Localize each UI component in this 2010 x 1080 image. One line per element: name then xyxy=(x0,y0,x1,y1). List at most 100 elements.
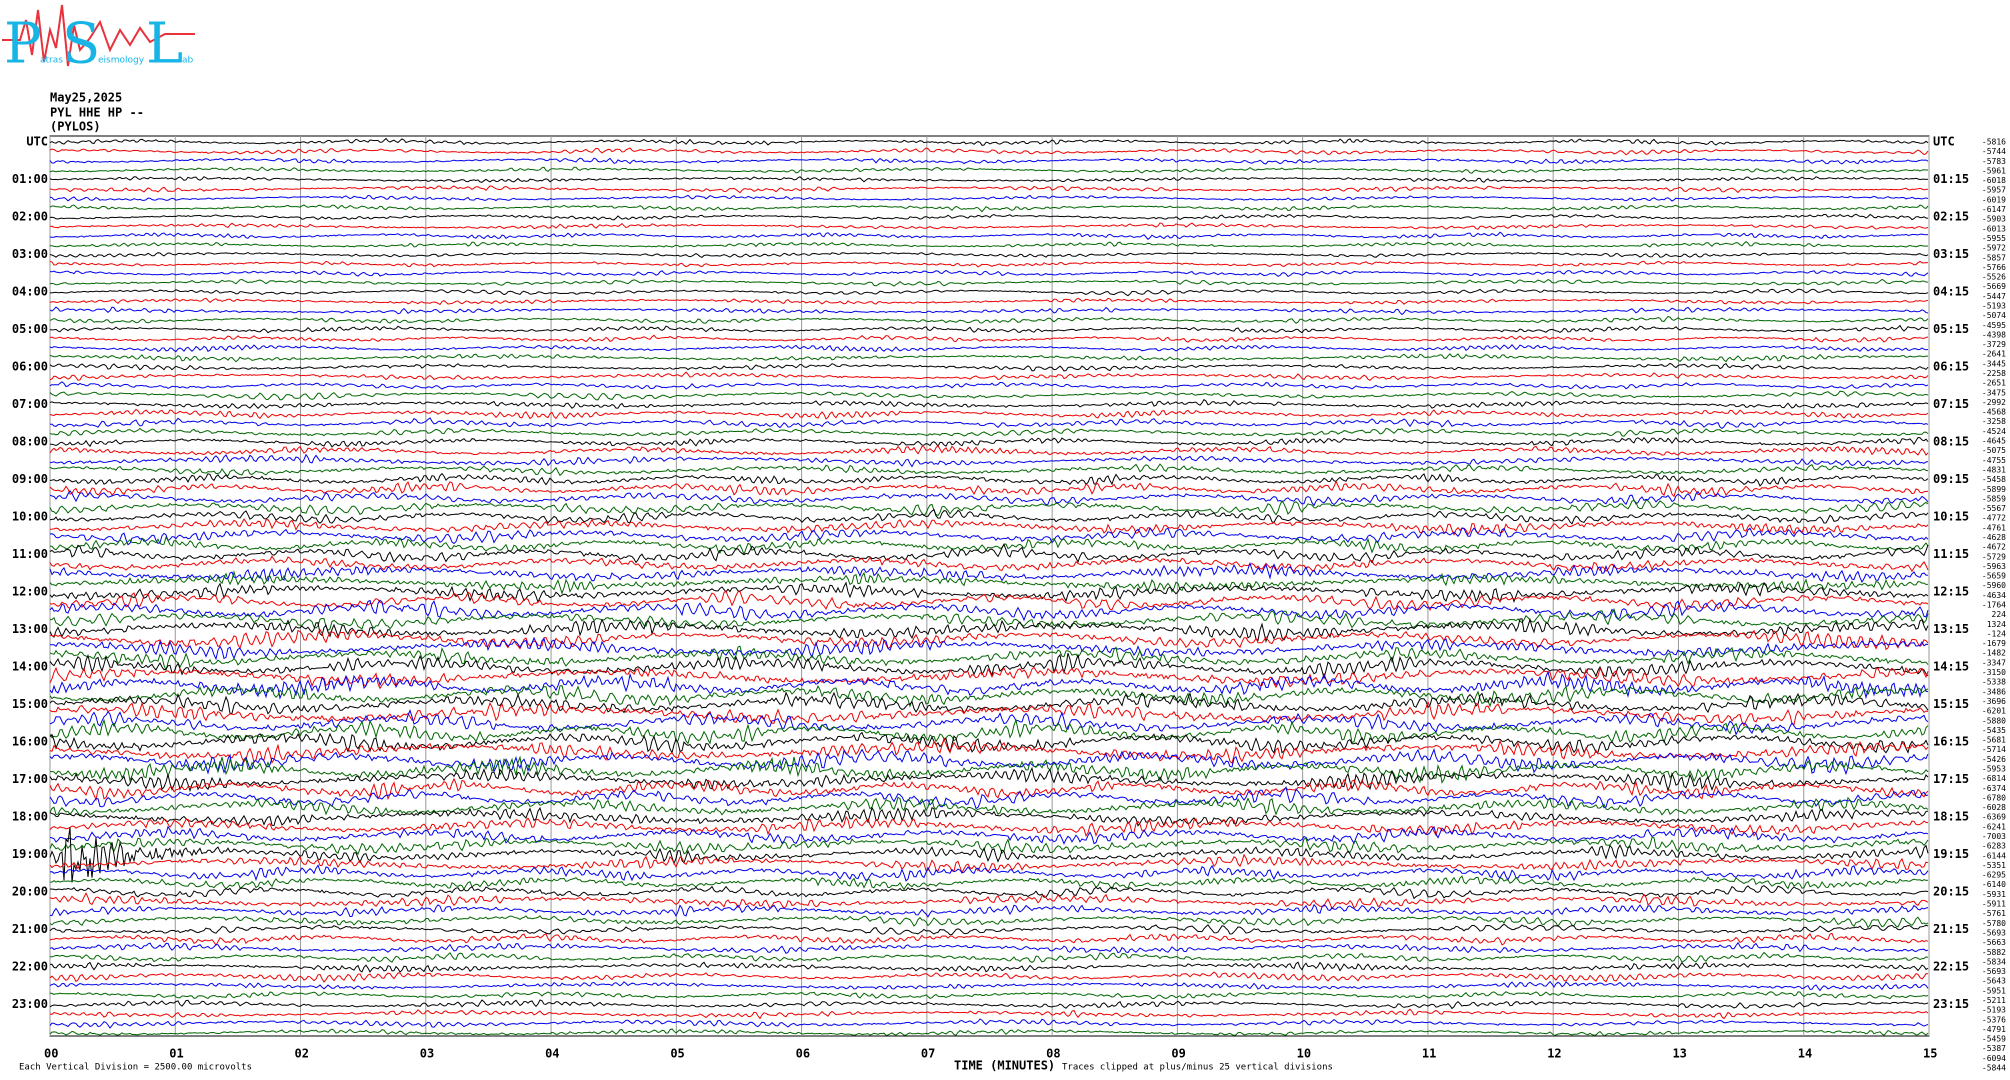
trace xyxy=(49,344,1929,353)
x-tick-label: 14 xyxy=(1798,1047,1812,1061)
hour-label: 04:00 xyxy=(12,285,48,299)
trace-offset: -3729 xyxy=(1982,340,2006,349)
hour-label: 11:15 xyxy=(1933,547,1969,561)
logo-word: eismology xyxy=(98,56,145,66)
hour-label: 03:15 xyxy=(1933,247,1969,261)
trace xyxy=(49,941,1929,954)
x-tick-label: 12 xyxy=(1547,1047,1561,1061)
trace-offset: -5882 xyxy=(1982,948,2006,957)
trace xyxy=(49,490,1929,507)
hour-label: 12:00 xyxy=(12,585,48,599)
hour-label: 16:15 xyxy=(1933,735,1969,749)
trace-offset: -5859 xyxy=(1982,494,2006,503)
trace-offset: -4831 xyxy=(1982,465,2006,474)
trace xyxy=(49,599,1929,622)
trace-offset: -5783 xyxy=(1982,157,2006,166)
x-tick-label: 00 xyxy=(44,1047,58,1061)
trace-offset: -5567 xyxy=(1982,504,2006,513)
trace xyxy=(49,288,1929,297)
trace xyxy=(49,1028,1929,1037)
hour-label: 05:00 xyxy=(12,322,48,336)
x-tick-label: 06 xyxy=(796,1047,810,1061)
trace-offset: -5459 xyxy=(1982,1035,2006,1044)
x-tick-label: 08 xyxy=(1046,1047,1060,1061)
trace xyxy=(49,815,1929,837)
trace xyxy=(49,137,1929,146)
hour-label: 09:15 xyxy=(1933,472,1969,486)
trace-offset: -5526 xyxy=(1982,273,2006,282)
trace xyxy=(49,417,1929,430)
trace-offset: -6028 xyxy=(1982,803,2006,812)
trace xyxy=(49,628,1929,651)
hour-label: 19:00 xyxy=(12,847,48,861)
hour-label: 07:00 xyxy=(12,397,48,411)
trace-offset: -5338 xyxy=(1982,678,2006,687)
trace xyxy=(49,825,1929,845)
x-tick-label: 04 xyxy=(545,1047,559,1061)
trace xyxy=(50,636,1929,661)
hour-label: 14:00 xyxy=(12,660,48,674)
trace-offset: -1482 xyxy=(1982,649,2006,658)
header-location: (PYLOS) xyxy=(50,120,101,134)
trace-offset: -5681 xyxy=(1982,736,2006,745)
trace-offset: -5899 xyxy=(1982,485,2006,494)
trace-offset: -4628 xyxy=(1982,533,2006,542)
trace xyxy=(49,806,1929,827)
trace xyxy=(49,390,1929,401)
trace-offset: -5729 xyxy=(1982,552,2006,561)
trace xyxy=(49,718,1929,745)
footer-clip: Traces clipped at plus/minus 25 vertical… xyxy=(1062,1063,1333,1073)
logo-letter: L xyxy=(146,12,183,77)
trace-offset: -4645 xyxy=(1982,437,2006,446)
trace-offset: -5816 xyxy=(1982,138,2006,147)
trace-offset: -5714 xyxy=(1982,745,2006,754)
trace-offset: -5193 xyxy=(1982,301,2006,310)
trace xyxy=(49,381,1929,390)
hour-label: 04:15 xyxy=(1933,285,1969,299)
trace-offset: -6201 xyxy=(1982,707,2006,716)
hour-label: 14:15 xyxy=(1933,660,1969,674)
hour-label: 18:00 xyxy=(12,810,48,824)
trace-offset: -5458 xyxy=(1982,475,2006,484)
trace-offset: -5193 xyxy=(1982,1006,2006,1015)
hour-label: 16:00 xyxy=(12,735,48,749)
trace xyxy=(49,652,1929,680)
trace xyxy=(49,536,1929,556)
trace xyxy=(49,608,1929,632)
trace xyxy=(49,231,1929,241)
trace xyxy=(49,570,1929,595)
trace-offset: -1764 xyxy=(1982,601,2006,610)
x-tick-label: 10 xyxy=(1297,1047,1311,1061)
trace xyxy=(49,260,1929,268)
hour-label: 01:00 xyxy=(12,172,48,186)
x-tick-label: 01 xyxy=(169,1047,183,1061)
trace xyxy=(49,353,1928,363)
trace xyxy=(49,796,1929,817)
trace-offset: -3258 xyxy=(1982,417,2006,426)
hour-label: 13:00 xyxy=(12,622,48,636)
hour-label: 17:15 xyxy=(1933,772,1969,786)
traces xyxy=(49,137,1929,1037)
trace-offset: -5960 xyxy=(1982,581,2006,590)
trace-offset: -5426 xyxy=(1982,755,2006,764)
trace xyxy=(49,157,1929,165)
trace-offset: -5766 xyxy=(1982,263,2006,272)
hour-label: 22:00 xyxy=(12,960,48,974)
trace-offset: -5955 xyxy=(1982,234,2006,243)
trace xyxy=(49,827,1929,883)
trace-offset: -3445 xyxy=(1982,359,2006,368)
trace xyxy=(49,472,1929,487)
trace xyxy=(49,371,1929,382)
trace-offset: 224 xyxy=(1992,610,2007,619)
trace xyxy=(49,480,1929,498)
trace-offset: -6780 xyxy=(1982,793,2006,802)
header-station: PYL HHE HP -- xyxy=(50,106,144,120)
trace-offset: -5211 xyxy=(1982,996,2006,1005)
x-tick-label: 15 xyxy=(1923,1047,1937,1061)
hour-label: 21:00 xyxy=(12,922,48,936)
trace xyxy=(49,527,1929,546)
trace-offset: -6241 xyxy=(1982,822,2006,831)
x-tick-label: 07 xyxy=(921,1047,935,1061)
trace-offset: -4568 xyxy=(1982,408,2006,417)
trace xyxy=(49,915,1929,929)
